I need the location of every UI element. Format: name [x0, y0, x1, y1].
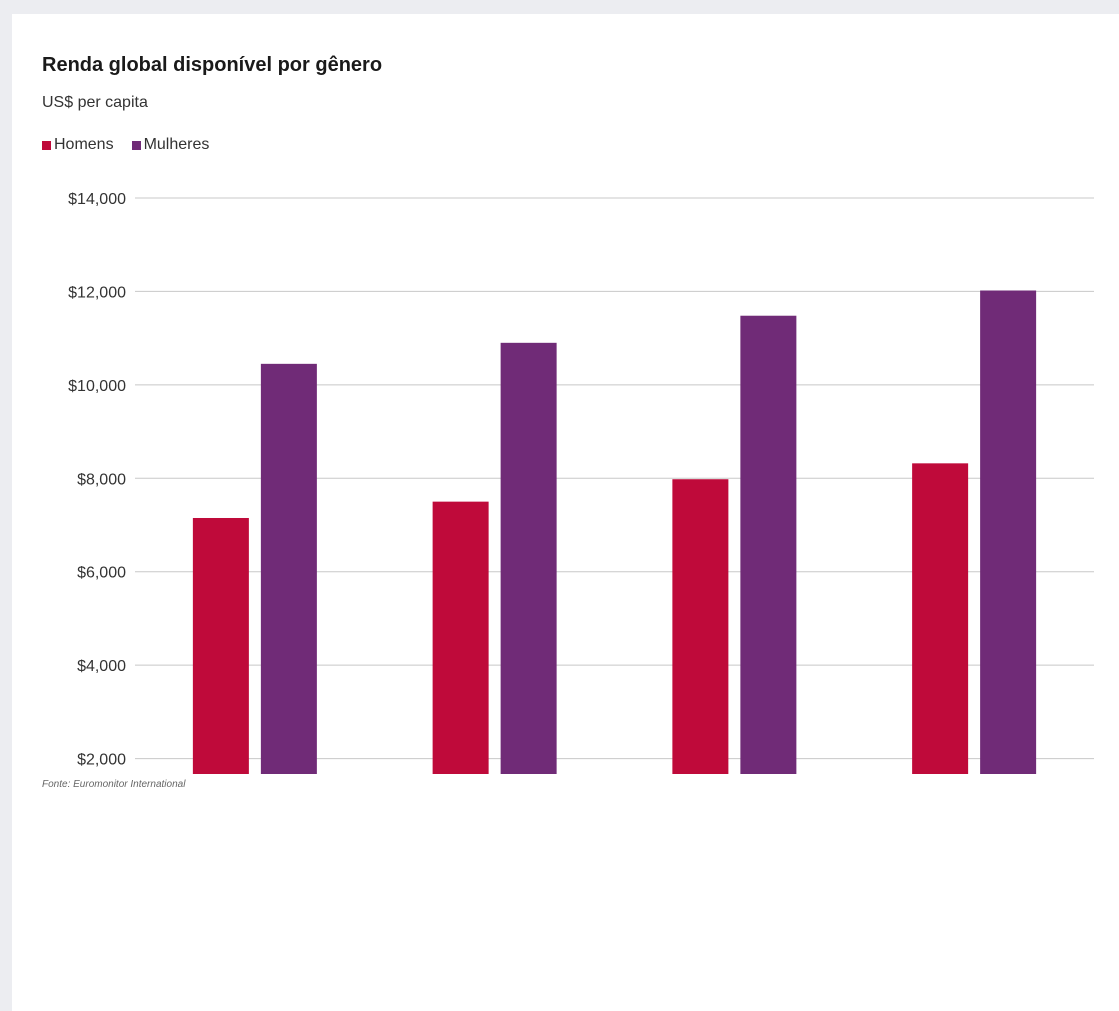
- bar-mulheres-2022: [500, 342, 557, 774]
- y-tick-label: $8,000: [77, 471, 126, 488]
- y-tick-label: $10,000: [68, 378, 126, 395]
- y-tick-label: $12,000: [68, 284, 126, 301]
- legend-item-homens: Homens: [42, 136, 114, 154]
- y-tick-label: $2,000: [77, 752, 126, 769]
- bar-mulheres-2021: [260, 363, 317, 774]
- source-note: Fonte: Euromonitor International: [42, 779, 186, 790]
- bar-homens-2021: [192, 517, 249, 774]
- bar-chart: $0$2,000$4,000$6,000$8,000$10,000$12,000…: [68, 191, 1094, 774]
- y-tick-label: $4,000: [77, 658, 126, 675]
- y-tick-label: $14,000: [68, 191, 126, 208]
- y-tick-label: $6,000: [77, 565, 126, 582]
- bar-homens-2023: [672, 479, 729, 774]
- legend-item-mulheres: Mulheres: [131, 136, 210, 154]
- bar-homens-2022: [432, 501, 489, 774]
- legend-label-homens: Homens: [54, 136, 114, 153]
- chart-legend: Homens Mulheres: [42, 136, 209, 154]
- bar-homens-2024: [912, 463, 969, 774]
- bar-mulheres-2023: [740, 315, 797, 774]
- legend-label-mulheres: Mulheres: [143, 136, 210, 153]
- legend-swatch-homens: [42, 140, 51, 150]
- chart-title: Renda global disponível por gênero: [42, 54, 383, 76]
- chart-subtitle: US$ per capita: [42, 94, 148, 111]
- chart-card: Renda global disponível por gênero US$ p…: [12, 14, 1119, 1011]
- legend-swatch-mulheres: [131, 140, 141, 150]
- bar-mulheres-2024: [980, 290, 1037, 774]
